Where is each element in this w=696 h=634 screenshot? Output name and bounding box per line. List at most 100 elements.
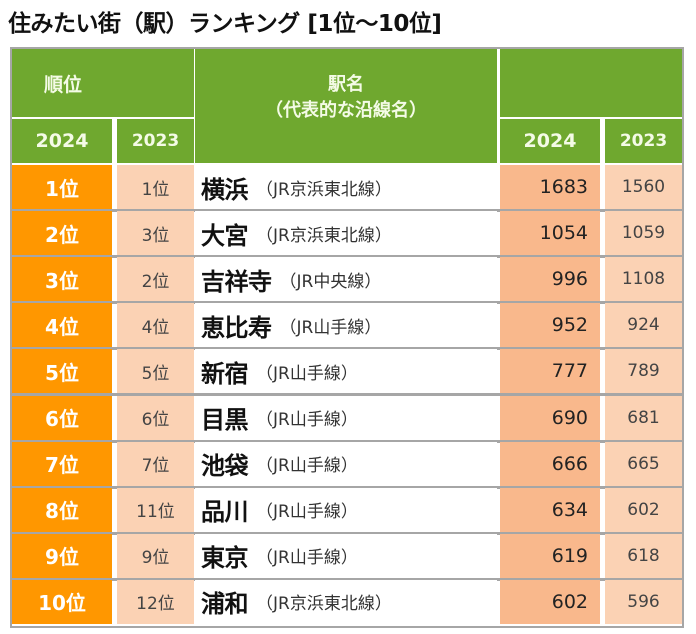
station-name: 新宿 [201, 359, 249, 388]
station-cell: 吉祥寺 （JR中央線） [195, 257, 497, 302]
table-row: 6位 6位 目黒 （JR山手線） 690 681 [12, 395, 682, 440]
station-name: 品川 [201, 498, 249, 527]
page-title: 住みたい街（駅）ランキング [1位～10位] [8, 11, 442, 37]
score-2023: 789 [605, 349, 682, 394]
station-cell: 東京 （JR山手線） [195, 533, 497, 578]
score-2024: 1054 [500, 211, 600, 256]
score-2024: 619 [500, 533, 600, 578]
station-line: （JR京浜東北線） [256, 179, 392, 200]
station-cell: 品川 （JR山手線） [195, 487, 497, 532]
rank-2024: 9位 [12, 533, 112, 578]
station-cell: 横浜 （JR京浜東北線） [195, 165, 497, 209]
score-2023: 1560 [605, 165, 682, 209]
station-cell: 目黒 （JR山手線） [195, 395, 497, 440]
row-divider [12, 255, 682, 259]
score-2024: 777 [500, 349, 600, 394]
station-name: 目黒 [201, 406, 249, 434]
table-row: 1位 1位 横浜 （JR京浜東北線） 1683 1560 [12, 165, 682, 209]
score-2023: 924 [605, 303, 682, 348]
header-score [500, 49, 682, 117]
rank-2023: 1位 [117, 165, 194, 209]
station-line: （JR山手線） [256, 410, 358, 430]
rank-2023: 3位 [117, 211, 194, 256]
header-rank: 順位 [12, 49, 194, 117]
table-row: 5位 5位 新宿 （JR山手線） 777 789 [12, 349, 682, 394]
rank-2023: 2位 [117, 257, 194, 302]
score-2023: 618 [605, 533, 682, 578]
score-2023: 665 [605, 441, 682, 486]
station-line: （JR山手線） [256, 363, 358, 384]
row-divider [12, 393, 682, 397]
station-name: 大宮 [201, 221, 249, 250]
row-divider [12, 209, 682, 212]
table-row: 10位 12位 浦和 （JR京浜東北線） 602 596 [12, 579, 682, 624]
score-2023: 596 [605, 579, 682, 624]
station-name: 吉祥寺 [201, 267, 272, 296]
score-2024: 634 [500, 487, 600, 532]
rank-2024: 5位 [12, 349, 112, 394]
score-2023: 1108 [605, 257, 682, 302]
table-row: 3位 2位 吉祥寺 （JR中央線） 996 1108 [12, 257, 682, 302]
rank-2024: 10位 [12, 579, 112, 624]
table-row: 7位 7位 池袋 （JR山手線） 666 665 [12, 441, 682, 486]
station-name: 浦和 [201, 590, 249, 619]
header-station-line: （代表的な沿線名） [265, 100, 427, 121]
rank-2024: 6位 [12, 395, 112, 440]
rank-2024: 8位 [12, 487, 112, 532]
header-station-name: 駅名 [328, 74, 364, 95]
station-name: 池袋 [201, 452, 249, 481]
station-line: （JR京浜東北線） [256, 594, 392, 615]
station-cell: 大宮 （JR京浜東北線） [195, 211, 497, 256]
station-name: 恵比寿 [201, 313, 272, 342]
header-rank-2024: 2024 [12, 119, 112, 163]
rank-2023: 6位 [117, 395, 194, 440]
station-line: （JR山手線） [256, 502, 358, 523]
rank-2023: 9位 [117, 533, 194, 578]
row-divider [12, 301, 682, 305]
header-score-2024: 2024 [500, 119, 600, 163]
station-cell: 新宿 （JR山手線） [195, 349, 497, 394]
rank-2023: 11位 [117, 487, 194, 532]
score-2023: 681 [605, 395, 682, 440]
rank-2024: 4位 [12, 303, 112, 348]
rank-2023: 7位 [117, 441, 194, 486]
row-divider [12, 577, 682, 581]
score-2024: 602 [500, 579, 600, 624]
row-divider [12, 439, 682, 443]
score-2024: 1683 [500, 165, 600, 209]
station-cell: 恵比寿 （JR山手線） [195, 303, 497, 348]
station-line: （JR山手線） [256, 548, 358, 569]
station-name: 横浜 [201, 175, 249, 204]
station-cell: 池袋 （JR山手線） [195, 441, 497, 486]
rank-2023: 12位 [117, 579, 194, 624]
row-divider [12, 485, 682, 489]
table-row: 4位 4位 恵比寿 （JR山手線） 952 924 [12, 303, 682, 348]
rank-2023: 4位 [117, 303, 194, 348]
rank-2023: 5位 [117, 349, 194, 394]
rank-2024: 3位 [12, 257, 112, 302]
score-2024: 690 [500, 395, 600, 440]
score-2024: 952 [500, 303, 600, 348]
score-2024: 996 [500, 257, 600, 302]
station-line: （JR中央線） [279, 271, 382, 292]
rank-2024: 7位 [12, 441, 112, 486]
table-row: 8位 11位 品川 （JR山手線） 634 602 [12, 487, 682, 532]
header-station: 駅名 （代表的な沿線名） [195, 49, 497, 163]
ranking-table: 順位 2024 2023 駅名 （代表的な沿線名） 2024 2023 1位 1位… [10, 47, 684, 628]
table-row: 2位 3位 大宮 （JR京浜東北線） 1054 1059 [12, 211, 682, 256]
station-cell: 浦和 （JR京浜東北線） [195, 579, 497, 624]
station-line: （JR山手線） [256, 456, 358, 477]
station-name: 東京 [201, 544, 249, 573]
station-line: （JR京浜東北線） [256, 225, 392, 246]
rank-2024: 2位 [12, 211, 112, 256]
table-row: 9位 9位 東京 （JR山手線） 619 618 [12, 533, 682, 578]
header-rank-2023: 2023 [117, 119, 194, 163]
score-2023: 602 [605, 487, 682, 532]
row-divider [12, 347, 682, 351]
score-2024: 666 [500, 441, 600, 486]
station-line: （JR山手線） [279, 317, 382, 338]
score-2023: 1059 [605, 211, 682, 256]
rank-2024: 1位 [12, 165, 112, 209]
header-score-2023: 2023 [605, 119, 682, 163]
row-divider [12, 531, 682, 535]
